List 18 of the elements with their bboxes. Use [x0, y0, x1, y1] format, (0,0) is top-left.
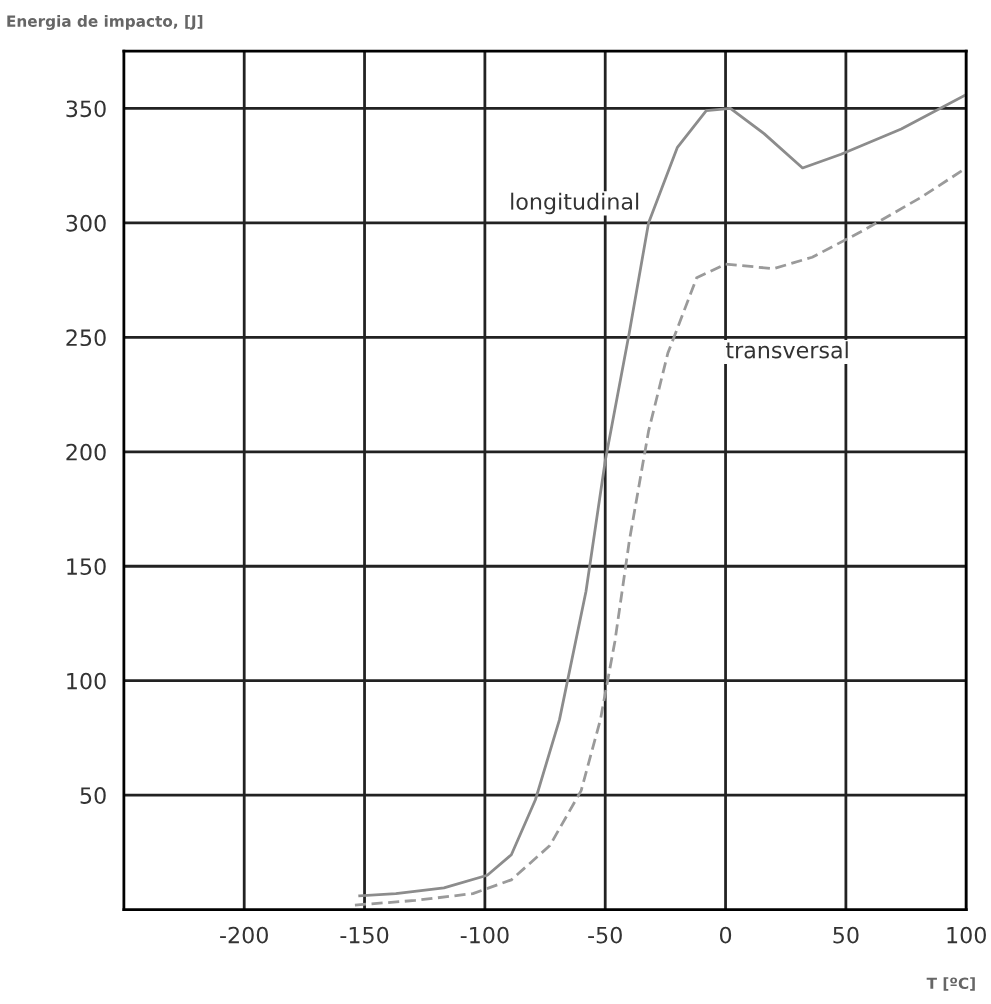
y-tick-label: 200 — [66, 443, 106, 461]
y-tick-label: 100 — [67, 672, 106, 690]
text: transversal — [725, 341, 848, 359]
x-tick-label: -200 — [220, 926, 268, 944]
y-tick-label: 50 — [80, 787, 106, 804]
x-tick-label: 50 — [833, 926, 859, 944]
x-tick-label: 100 — [947, 926, 986, 944]
y-tick-label: 300 — [66, 214, 106, 232]
x-tick-label: -50 — [588, 926, 622, 944]
y-tick-label: 150 — [67, 558, 106, 576]
y-tick-label: 250 — [66, 329, 106, 347]
y-tick-label: 350 — [66, 100, 106, 118]
x-tick-label: 0 — [719, 926, 732, 944]
series-label: longitudinal — [511, 192, 639, 215]
chart-title: Energia de impacto, [J] — [7, 15, 203, 30]
x-axis-title: T [ºC] — [926, 977, 975, 991]
x-tick-label: -100 — [460, 926, 509, 944]
x-tick-label: -150 — [340, 926, 389, 944]
